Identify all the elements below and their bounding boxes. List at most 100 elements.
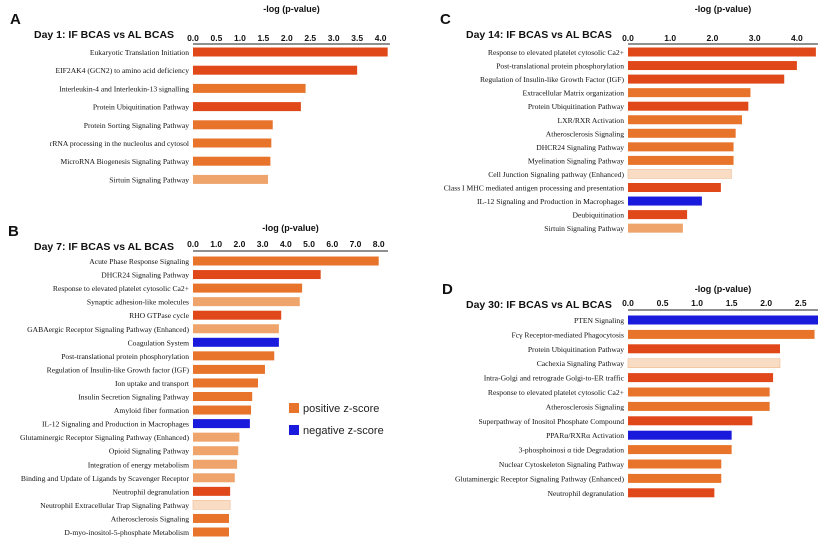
panel-d-category-label: Cachexia Signaling Pathway	[537, 359, 625, 368]
panel-c-category-label: Deubiquitination	[573, 211, 625, 220]
panel-d-category-label: Glutaminergic Receptor Signaling Pathway…	[455, 474, 624, 483]
panel-a-category-label: MicroRNA Biogenesis Signaling Pathway	[61, 157, 190, 166]
panel-a: A Day 1: IF BCAS vs AL BCAS -log (p-value)…	[10, 4, 390, 184]
panel-c-bar	[628, 142, 734, 152]
panel-d-axis-title: -log (p-value)	[695, 284, 752, 294]
panel-b-category-label: IL-12 Signaling and Production in Macrop…	[42, 420, 189, 429]
panel-d-category-label: Intra-Golgi and retrograde Golgi-to-ER t…	[484, 374, 625, 383]
panel-c-bar	[628, 47, 816, 57]
panel-d-bar	[628, 473, 722, 483]
panel-b-bar	[193, 513, 229, 523]
panel-a-letter: A	[10, 11, 21, 28]
panel-a-bar	[193, 156, 271, 166]
panel-d-category-label: PPARα/RXRα Activation	[546, 431, 624, 440]
panel-a-bar	[193, 120, 273, 130]
panel-c-category-label: Sirtuin Signaling Pathway	[544, 224, 624, 233]
panel-b-bar	[193, 270, 321, 280]
panel-c-tick-label: 1.0	[664, 33, 676, 43]
panel-d-bar	[628, 459, 722, 469]
panel-a-bar	[193, 47, 388, 57]
panel-b-category-label: Amyloid fiber formation	[114, 406, 189, 415]
panel-c-tick-label: 0.0	[622, 33, 634, 43]
panel-a-bar	[193, 138, 272, 148]
panel-b-bar	[193, 432, 240, 442]
panel-c-category-label: Extracellular Matrix organization	[523, 89, 625, 98]
panel-d: D Day 30: IF BCAS vs AL BCAS -log (p-value…	[442, 281, 818, 498]
legend-swatch-positive	[289, 403, 299, 413]
panel-a-tick-label: 4.0	[375, 33, 387, 43]
panel-b-category-label: Acute Phase Response Signaling	[89, 257, 189, 266]
panel-c: C Day 14: IF BCAS vs AL BCAS -log (p-value…	[440, 4, 818, 233]
panel-b-tick-label: 2.0	[234, 239, 246, 249]
panel-b-bar	[193, 364, 265, 374]
panel-d-title: Day 30: IF BCAS vs AL BCAS	[466, 299, 612, 311]
panel-a-bar	[193, 174, 269, 184]
panel-a-tick-label: 2.5	[304, 33, 316, 43]
panel-c-category-label: Cell Junction Signaling pathway (Enhance…	[488, 170, 624, 179]
panel-d-category-label: Superpathway of Inositol Phosphate Compo…	[478, 417, 624, 426]
panel-b-tick-label: 6.0	[326, 239, 338, 249]
panel-b-bar	[193, 405, 252, 415]
panel-c-category-label: Myelination Signaling Pathway	[528, 156, 624, 165]
panel-b-bar	[193, 473, 235, 483]
panel-b-bar	[193, 419, 250, 429]
panel-d-bar	[628, 315, 818, 325]
panel-b-tick-label: 4.0	[280, 239, 292, 249]
panel-a-category-label: rRNA processing in the nucleolus and cyt…	[50, 139, 189, 148]
panel-c-bar	[628, 101, 749, 111]
panel-b-tick-label: 3.0	[257, 239, 269, 249]
panel-d-tick-label: 0.0	[622, 298, 634, 308]
panel-c-category-label: Class I MHC mediated antigen processing …	[444, 184, 625, 193]
panel-c-bar	[628, 128, 736, 138]
panel-d-tick-label: 1.0	[691, 298, 703, 308]
panel-d-tick-label: 0.5	[657, 298, 669, 308]
panel-d-tick-label: 2.0	[760, 298, 772, 308]
panel-d-bar	[628, 430, 732, 440]
panel-d-bar	[628, 373, 774, 383]
panel-d-category-label: Protein Ubiquitination Pathway	[528, 345, 624, 354]
panel-b-bar	[193, 486, 231, 496]
panel-a-tick-label: 3.5	[351, 33, 363, 43]
panel-b-bar	[193, 351, 275, 361]
panel-a-category-label: Eukaryotic Translation Initiation	[90, 48, 189, 57]
panel-b-bar	[193, 297, 300, 307]
panel-d-bar	[628, 488, 715, 498]
legend-swatch-negative	[289, 425, 299, 435]
panel-c-letter: C	[440, 11, 451, 28]
panel-d-bar	[628, 344, 780, 354]
panel-d-bar	[627, 358, 781, 369]
panel-a-bar	[193, 83, 306, 93]
panel-b-bar	[192, 500, 231, 510]
panel-c-category-label: Atherosclerosis Signaling	[546, 129, 624, 138]
panel-d-tick-label: 2.5	[795, 298, 807, 308]
panel-a-tick-label: 3.0	[328, 33, 340, 43]
panel-b-category-label: DHCR24 Signaling Pathway	[101, 271, 189, 280]
panel-b-tick-label: 8.0	[373, 239, 385, 249]
panel-b-title: Day 7: IF BCAS vs AL BCAS	[34, 241, 174, 253]
panel-b-category-label: RHO GTPase cycle	[129, 311, 190, 320]
panel-b-category-label: Binding and Update of Ligands by Scaveng…	[21, 474, 190, 483]
panel-b-bar	[193, 324, 279, 334]
panel-b-bar	[193, 256, 379, 266]
panel-b-category-label: Response to elevated platelet cytosolic …	[53, 284, 189, 293]
panel-a-tick-label: 2.0	[281, 33, 293, 43]
panel-c-bar	[628, 61, 797, 71]
panel-c-axis-title: -log (p-value)	[695, 4, 752, 14]
panel-b-category-label: D-myo-inositol-5-phosphate Metabolism	[64, 528, 189, 537]
panel-c-tick-label: 2.0	[707, 33, 719, 43]
panel-c-category-label: IL-12 Signaling and Production in Macrop…	[477, 197, 624, 206]
panel-a-tick-label: 1.5	[257, 33, 269, 43]
panel-b-tick-label: 0.0	[187, 239, 199, 249]
panel-d-category-label: Neutrophil degranulation	[547, 489, 624, 498]
panel-b-tick-label: 1.0	[210, 239, 222, 249]
panel-b: B Day 7: IF BCAS vs AL BCAS -log (p-value)…	[8, 223, 388, 537]
panel-b-bar	[193, 310, 282, 320]
panel-b-tick-label: 7.0	[350, 239, 362, 249]
panel-a-category-label: Interleukin-4 and Interleukin-13 signall…	[59, 84, 189, 93]
panel-b-bar	[193, 446, 239, 456]
panel-c-bar	[628, 210, 688, 220]
legend-label-negative: negative z-score	[303, 425, 384, 437]
panel-b-category-label: Integration of energy metabolism	[88, 460, 189, 469]
panel-d-bar	[628, 401, 770, 411]
panel-c-category-label: LXR/RXR Activation	[558, 116, 625, 125]
